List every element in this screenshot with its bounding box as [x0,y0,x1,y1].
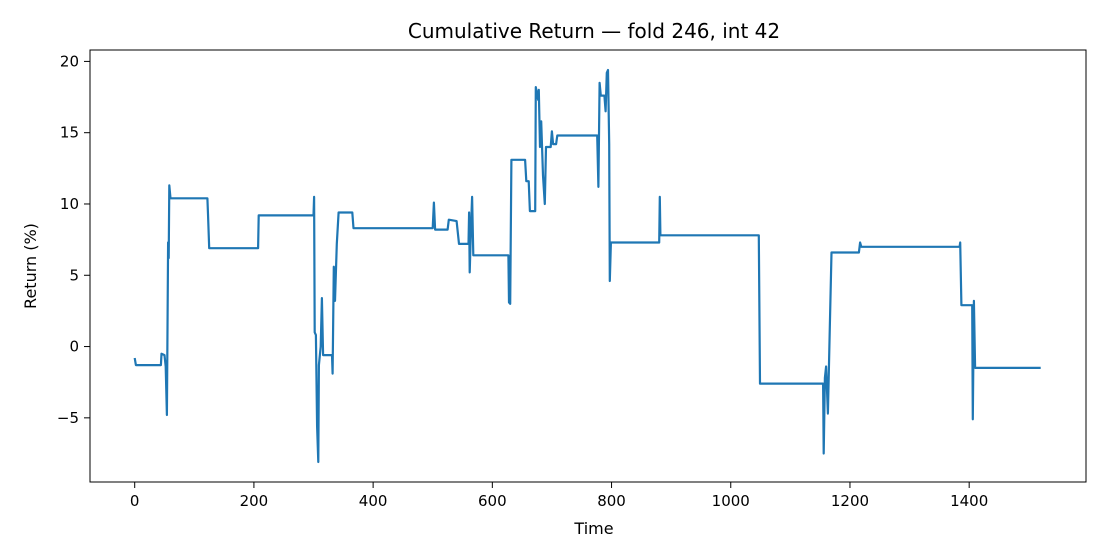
x-tick-label: 1200 [831,492,869,510]
x-axis-label: Time [573,519,613,538]
y-tick-label: −5 [57,409,79,427]
y-tick-label: 10 [60,195,79,213]
x-tick-label: 600 [478,492,507,510]
x-tick-label: 1400 [950,492,988,510]
plot-frame [89,49,1087,483]
x-tick-label: 1000 [712,492,750,510]
y-axis-label: Return (%) [21,223,40,309]
x-tick-label: 800 [597,492,626,510]
x-tick-label: 400 [359,492,388,510]
y-axis: −5 0 5 10 15 20 [57,52,90,427]
x-axis: 0 200 400 600 800 1000 1200 1400 [130,482,988,510]
y-tick-label: 5 [69,266,79,284]
chart-title: Cumulative Return — fold 246, int 42 [408,19,780,43]
y-tick-label: 0 [69,338,79,356]
x-tick-label: 0 [130,492,140,510]
cumulative-return-line [133,68,1041,464]
y-tick-label: 15 [60,124,79,142]
x-tick-label: 200 [240,492,269,510]
y-tick-label: 20 [60,52,79,70]
